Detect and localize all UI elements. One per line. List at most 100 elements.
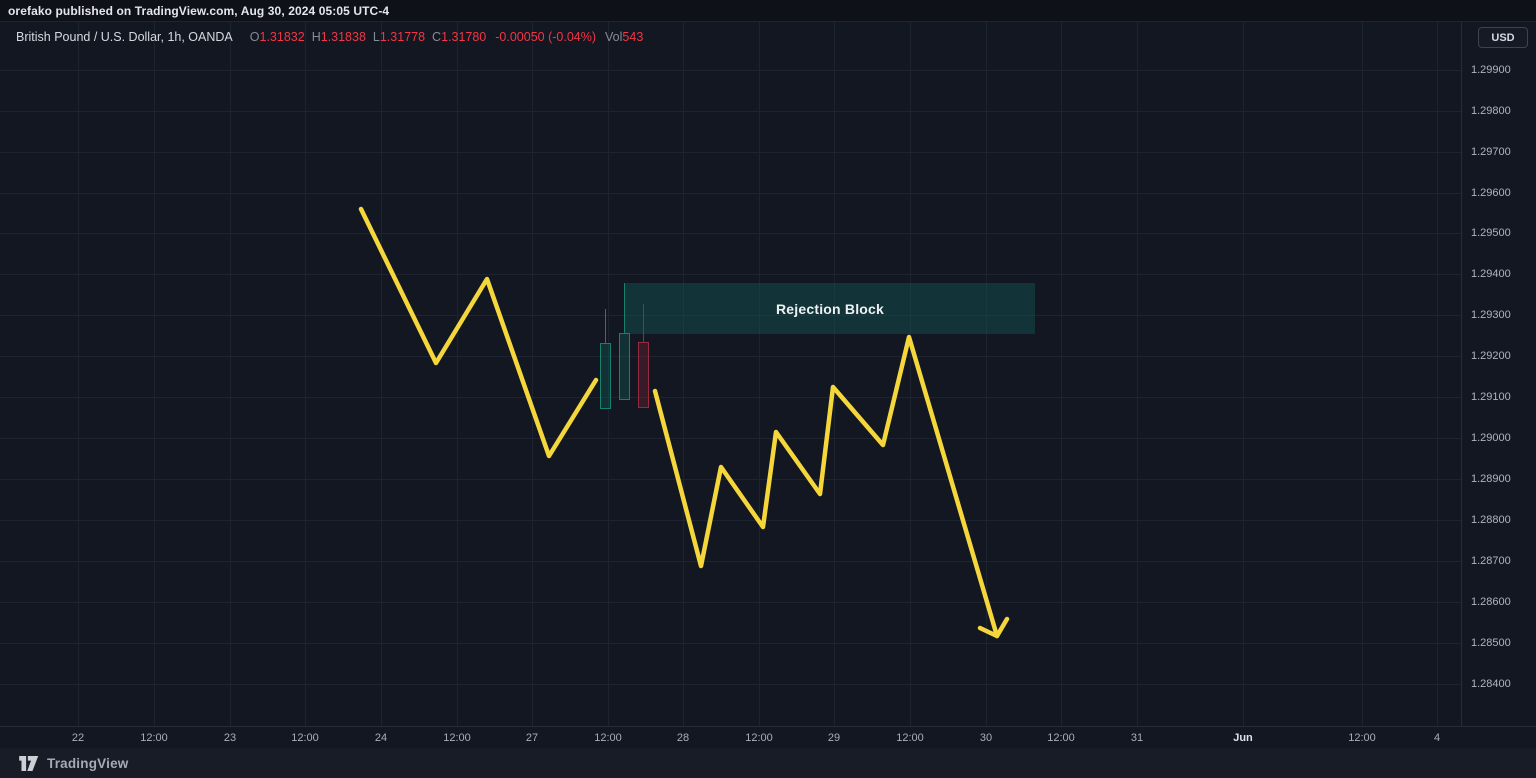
trend-line-drawing[interactable] [0,22,1461,726]
gridline-horizontal [0,152,1461,153]
price-axis-label: 1.29700 [1471,146,1511,158]
candle-wick [642,304,645,342]
gridline-horizontal [0,111,1461,112]
candle-wick [623,283,626,333]
trend-line[interactable] [358,206,599,459]
time-axis-label: 12:00 [443,731,471,744]
gridline-horizontal [0,643,1461,644]
gridline-horizontal [0,315,1461,316]
tradingview-brand[interactable]: TradingView [47,755,129,771]
gridline-vertical [1437,22,1438,726]
time-axis-label: 30 [979,731,993,744]
time-axis-label: 12:00 [291,731,319,744]
time-axis-label: 27 [525,731,539,744]
time-axis-label: 12:00 [1047,731,1075,744]
gridline-vertical [230,22,231,726]
trend-line[interactable] [652,334,1000,639]
gridline-horizontal [0,70,1461,71]
gridline-horizontal [0,438,1461,439]
gridline-horizontal [0,233,1461,234]
ohlc-value: 1.31780 [441,30,487,44]
ohlc-value: 1.31838 [320,30,366,44]
time-axis-label: 12:00 [594,731,622,744]
gridline-vertical [608,22,609,726]
chart-plot[interactable]: Rejection Block British Pound / U.S. Dol… [0,22,1461,726]
price-axis-label: 1.28900 [1471,473,1511,485]
price-axis-label: 1.28700 [1471,555,1511,567]
price-axis-label: 1.29800 [1471,105,1511,117]
volume-label: Vol [605,30,623,44]
price-axis-label: 1.29300 [1471,309,1511,321]
price-axis-label: 1.28600 [1471,596,1511,608]
time-axis-label: 4 [1433,731,1441,744]
gridline-vertical [1137,22,1138,726]
price-axis-label: 1.29500 [1471,227,1511,239]
price-axis-label: 1.28400 [1471,678,1511,690]
tradingview-logo-icon[interactable] [18,755,40,771]
price-axis-label: 1.29000 [1471,432,1511,444]
time-axis-label: Jun [1233,731,1253,744]
gridline-horizontal [0,274,1461,275]
gridline-vertical [381,22,382,726]
ohlc-value: 1.31778 [379,30,426,44]
ohlc-value: 1.31832 [259,30,305,44]
time-axis-label: 12:00 [1348,731,1376,744]
gridline-vertical [154,22,155,726]
rejection-block-annotation[interactable]: Rejection Block [625,283,1035,334]
gridline-vertical [759,22,760,726]
currency-usd-button[interactable]: USD [1478,27,1528,48]
gridline-vertical [986,22,987,726]
ohlc-letter: H [311,30,321,44]
candle-up [619,333,630,400]
gridline-horizontal [0,684,1461,685]
price-axis-label: 1.28800 [1471,514,1511,526]
ohlc-letter: C [432,30,442,44]
time-axis-label: 12:00 [140,731,168,744]
gridline-horizontal [0,520,1461,521]
price-axis-label: 1.29200 [1471,350,1511,362]
time-axis-label: 23 [223,731,237,744]
time-axis-label: 12:00 [745,731,773,744]
time-axis-label: 12:00 [896,731,924,744]
gridline-vertical [683,22,684,726]
time-axis-label: 24 [374,731,388,744]
price-axis-label: 1.28500 [1471,637,1511,649]
ohlc-values: O1.31832 H1.31838 L1.31778 C1.31780 [243,30,487,44]
gridline-horizontal [0,193,1461,194]
legend: British Pound / U.S. Dollar, 1h, OANDA O… [16,28,643,46]
ohlc-letter: O [249,30,260,44]
gridline-horizontal [0,356,1461,357]
publish-info-text: orefako published on TradingView.com, Au… [8,3,390,18]
gridline-horizontal [0,561,1461,562]
price-axis-label: 1.29900 [1471,64,1511,76]
arrow-head-icon [977,616,1010,639]
volume-value: 543 [622,30,644,44]
symbol-title[interactable]: British Pound / U.S. Dollar, 1h, OANDA [16,30,233,44]
gridline-vertical [457,22,458,726]
change-value: -0.00050 (-0.04%) [495,30,597,44]
candle-wick [604,309,607,343]
gridline-vertical [1243,22,1244,726]
candle-up [600,343,611,409]
gridline-vertical [532,22,533,726]
footer-bar: TradingView [0,748,1536,778]
rejection-block-label: Rejection Block [775,300,885,317]
price-axis-label: 1.29400 [1471,268,1511,280]
gridline-horizontal [0,397,1461,398]
gridline-vertical [78,22,79,726]
gridline-vertical [834,22,835,726]
gridline-vertical [910,22,911,726]
price-axis-label: 1.29600 [1471,187,1511,199]
gridline-vertical [305,22,306,726]
time-axis-label: 31 [1130,731,1144,744]
gridline-horizontal [0,602,1461,603]
time-axis-label: 29 [827,731,841,744]
gridline-vertical [1061,22,1062,726]
candle-down [638,342,649,408]
gridline-vertical [1362,22,1363,726]
time-axis-label: 28 [676,731,690,744]
ohlc-letter: L [372,30,380,44]
publish-bar: orefako published on TradingView.com, Au… [0,0,1536,22]
time-axis[interactable]: 22 12:00 23 12:00 24 12:00 27 12:00 28 12:00 29 12:… [0,726,1536,748]
price-axis[interactable]: USD 1.29900 1.29800 1.29700 1.29600 1.29500 1… [1461,22,1536,726]
